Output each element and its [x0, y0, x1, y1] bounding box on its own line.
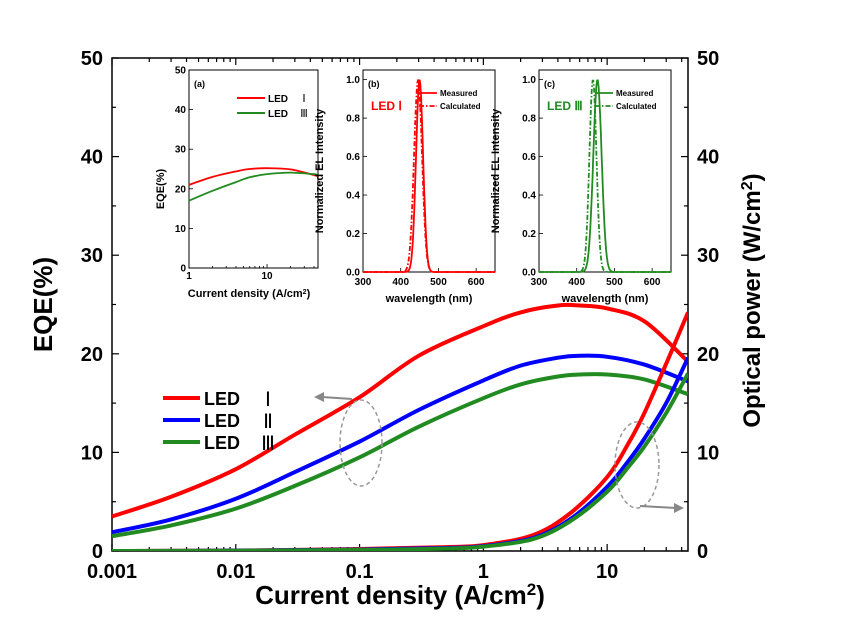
- inset-c-x-tick-label: 300: [531, 277, 548, 288]
- inset-c-y-axis-label: Normalized EL Intensity: [490, 108, 502, 233]
- inset-a-series-line: [188, 167, 319, 186]
- inset-c-y-tick-label: 0.6: [522, 152, 536, 163]
- inset-a-legend-label: LED: [268, 109, 288, 120]
- inset-b-y-axis-label: Normalized EL Intensity: [314, 108, 326, 233]
- inset-b-y-tick-label: 0.4: [346, 191, 360, 202]
- y-tick-label: 30: [81, 245, 103, 267]
- eqe-series-line: [112, 302, 688, 519]
- inset-b-y-tick-label: 1.0: [346, 75, 360, 86]
- inset-c-y-tick-label: 0.4: [522, 191, 536, 202]
- inset-b-x-tick-label: 300: [355, 277, 372, 288]
- inset-c-panel-label: (c): [544, 79, 555, 89]
- x-tick-label: 0.1: [346, 561, 374, 583]
- eqe-arrow-line: [321, 396, 353, 400]
- inset-c-x-axis-label: wavelength (nm): [561, 293, 649, 305]
- y-tick-label: 40: [81, 147, 103, 169]
- inset-c-legend-label: Measured: [616, 89, 653, 98]
- legend-numeral: Ⅱ: [263, 411, 273, 433]
- inset-b-x-tick-label: 600: [468, 277, 485, 288]
- inset-a-x-axis-label: Current density (A/cm2): [188, 288, 311, 300]
- inset-b-frame: [362, 69, 496, 273]
- legend-label: LED: [204, 411, 240, 431]
- inset-b-x-tick-label: 500: [430, 277, 447, 288]
- inset-a-y-tick-label: 40: [175, 105, 187, 116]
- x-tick-label: 10: [596, 561, 618, 583]
- y2-tick-label: 0: [697, 541, 708, 563]
- y-axis-label: EQE(%): [28, 257, 58, 352]
- inset-c-y-tick-label: 0.0: [522, 268, 536, 279]
- inset-a-y-axis-label: EQE(%): [155, 168, 167, 209]
- optical-power-series-line: [112, 372, 688, 551]
- inset-a-y-tick-label: 30: [175, 145, 187, 156]
- inset-c-y-tick-label: 0.2: [522, 229, 536, 240]
- inset-a-x-tick-label: 10: [261, 271, 273, 282]
- legend-label: LED: [204, 433, 240, 453]
- legend-label: LED: [204, 389, 240, 409]
- legend-numeral: Ⅲ: [261, 433, 275, 455]
- eqe-group-ellipse: [339, 399, 383, 487]
- eqe-series-line: [112, 353, 688, 535]
- x-axis-label: Current density (A/cm2): [255, 580, 545, 611]
- y2-tick-label: 10: [697, 442, 719, 464]
- inset-a-legend-numeral: Ⅲ: [300, 108, 308, 120]
- inset-b-legend-label: Measured: [440, 89, 477, 98]
- inset-a-x-tick-label: 1: [186, 271, 192, 282]
- power-arrow-line: [639, 505, 677, 509]
- legend-numeral: Ⅰ: [265, 389, 271, 411]
- inset-b-y-tick-label: 0.2: [346, 229, 360, 240]
- power-group-ellipse: [614, 421, 660, 509]
- power-arrow-head: [674, 503, 684, 513]
- y-tick-label: 50: [81, 48, 103, 70]
- inset-c-x-tick-label: 500: [606, 277, 623, 288]
- x-tick-label: 1: [478, 561, 489, 583]
- inset-b-y-tick-label: 0.8: [346, 114, 360, 125]
- inset-b-panel-label: (b): [368, 79, 380, 89]
- inset-a-y-tick-label: 10: [175, 224, 187, 235]
- inset-b-x-axis-label: wavelength (nm): [385, 293, 473, 305]
- inset-b-measured-line: [363, 79, 495, 273]
- y2-tick-label: 40: [697, 147, 719, 169]
- inset-c-legend-label: Calculated: [616, 102, 657, 111]
- inset-a-y-tick-label: 50: [175, 66, 187, 77]
- y2-tick-label: 30: [697, 245, 719, 267]
- inset-a-panel-label: (a): [194, 79, 205, 89]
- y2-tick-label: 50: [697, 48, 719, 70]
- inset-b-sample-label: LED Ⅰ: [371, 99, 402, 113]
- optical-power-series-line: [112, 311, 688, 551]
- inset-c-x-tick-label: 400: [568, 277, 585, 288]
- inset-b-y-tick-label: 0.0: [346, 268, 360, 279]
- y2-axis-label: Optical power (W/cm2): [739, 173, 767, 427]
- inset-c-measured-line: [539, 79, 671, 273]
- inset-b-x-tick-label: 400: [392, 277, 409, 288]
- inset-a-y-tick-label: 0: [180, 264, 186, 275]
- x-tick-label: 0.01: [216, 561, 255, 583]
- eqe-series-line: [112, 372, 688, 539]
- inset-a-y-tick-label: 20: [175, 184, 187, 195]
- optical-power-series-line: [112, 356, 688, 551]
- x-tick-label: 0.001: [87, 561, 137, 583]
- inset-c-y-tick-label: 0.8: [522, 114, 536, 125]
- eqe-arrow-head: [314, 392, 324, 402]
- inset-c-x-tick-label: 600: [644, 277, 661, 288]
- inset-b-y-tick-label: 0.6: [346, 152, 360, 163]
- y-tick-label: 20: [81, 344, 103, 366]
- y2-tick-label: 20: [697, 344, 719, 366]
- y-tick-label: 10: [81, 442, 103, 464]
- inset-c-y-tick-label: 1.0: [522, 75, 536, 86]
- inset-a-legend-label: LED: [268, 94, 288, 105]
- inset-a-series-line: [188, 171, 319, 202]
- inset-a-legend-numeral: Ⅰ: [302, 93, 305, 105]
- inset-c-sample-label: LED Ⅲ: [547, 99, 583, 113]
- y-tick-label: 0: [92, 541, 103, 563]
- inset-b-legend-label: Calculated: [440, 102, 481, 111]
